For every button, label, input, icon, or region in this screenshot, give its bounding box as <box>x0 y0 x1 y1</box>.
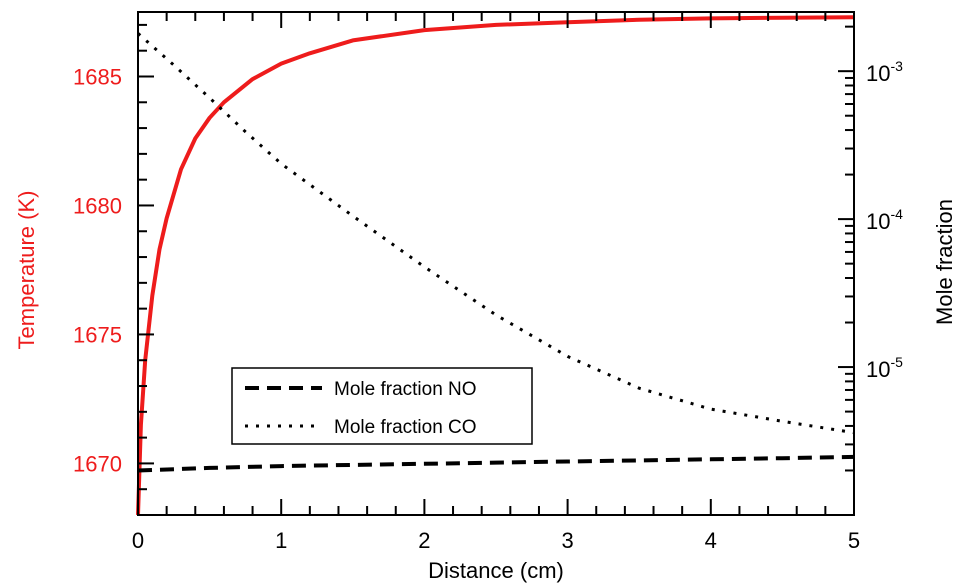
x-tick-label: 5 <box>848 528 860 553</box>
tick-marks <box>137 12 855 516</box>
y-left-tick-label: 1680 <box>73 193 122 218</box>
x-tick-label: 3 <box>561 528 573 553</box>
y-left-tick-label: 1670 <box>73 451 122 476</box>
tick-labels: 0 1 2 3 4 5 1670 1675 1680 1685 10-3 10-4 10-5 <box>73 58 903 553</box>
x-tick-label: 1 <box>275 528 287 553</box>
legend-box <box>231 367 533 445</box>
y-left-tick-label: 1675 <box>73 322 122 347</box>
y-right-tick-label: 10-3 <box>866 58 903 86</box>
x-tick-label: 0 <box>132 528 144 553</box>
series-line-mole-fraction-no <box>137 454 855 473</box>
x-axis-label: Distance (cm) <box>428 558 564 583</box>
x-tick-label: 2 <box>418 528 430 553</box>
series-layer <box>136 15 855 516</box>
y-right-tick-label: 10-4 <box>866 206 903 234</box>
y-axis-label-left: Temperature (K) <box>14 191 39 350</box>
y-right-tick-label: 10-5 <box>866 354 903 382</box>
legend-label-co: Mole fraction CO <box>334 417 477 438</box>
y-axis-label-right: Mole fraction <box>932 199 957 325</box>
legend-label-no: Mole fraction NO <box>334 379 477 400</box>
legend: Mole fraction NO Mole fraction CO <box>231 367 533 445</box>
series-line-temperature <box>136 15 855 516</box>
x-tick-label: 4 <box>705 528 717 553</box>
y-left-tick-label: 1685 <box>73 64 122 89</box>
